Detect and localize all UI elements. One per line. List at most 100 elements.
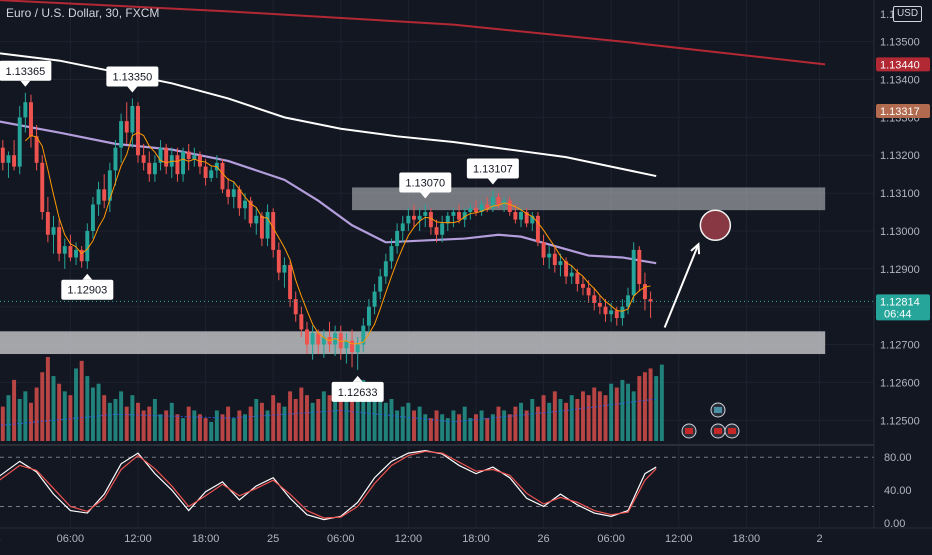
volume-bar	[536, 407, 540, 441]
time-tick-label: 12:00	[395, 533, 423, 545]
candle-body	[192, 155, 196, 159]
currency-badge[interactable]: USD	[893, 6, 922, 22]
volume-bar	[643, 372, 647, 441]
volume-bar	[660, 365, 664, 441]
candle-body	[547, 254, 551, 258]
candle-body	[451, 212, 455, 216]
price-tag: 1.13317	[876, 104, 930, 118]
candle-body	[40, 163, 44, 212]
volume-bar	[192, 410, 196, 441]
candle-body	[587, 288, 591, 296]
candle	[40, 155, 44, 219]
price-tick-label: 1.12700	[880, 340, 920, 352]
candle-body	[147, 163, 151, 174]
time-tick-label: 18:00	[462, 533, 490, 545]
candle-body	[175, 155, 179, 174]
volume-bar	[423, 414, 427, 441]
time-tick-label: 06:00	[597, 533, 625, 545]
price-tick-label: 1.13500	[880, 37, 920, 49]
volume-bar	[299, 388, 303, 441]
candle-body	[508, 201, 512, 212]
candle-body	[85, 231, 89, 261]
volume-bar	[609, 384, 613, 441]
candle-body	[311, 333, 315, 344]
candle-body	[153, 163, 157, 174]
candle-body	[97, 189, 101, 204]
candle-body	[113, 148, 117, 171]
callout-text: 1.13107	[473, 163, 513, 175]
volume-bar	[542, 395, 546, 441]
globe-icon	[711, 403, 725, 417]
time-tick-label: 12:00	[124, 533, 152, 545]
volume-bar	[305, 395, 309, 441]
volume-bar	[637, 376, 641, 441]
candle-body	[513, 212, 517, 220]
globe-icon-fill	[714, 407, 722, 413]
time-tick-label: 2	[816, 533, 822, 545]
candle-body	[232, 189, 236, 197]
volume-bar	[592, 388, 596, 441]
volume-bar	[204, 418, 208, 441]
time-tick-label: 25	[267, 533, 279, 545]
candle-body	[406, 216, 410, 224]
flag-icon	[682, 424, 696, 438]
candle-body	[102, 189, 106, 200]
price-tag: 1.13440	[876, 57, 930, 71]
candle-body	[632, 250, 636, 295]
support-zone	[0, 331, 825, 354]
volume-bar	[497, 407, 501, 441]
candle-body	[221, 163, 225, 190]
price-tick-label: 1.12900	[880, 264, 920, 276]
volume-bar	[46, 357, 50, 441]
candle-body	[468, 208, 472, 212]
candle-body	[237, 189, 241, 208]
candle	[221, 159, 225, 193]
volume-bar	[384, 403, 388, 441]
volume-bar	[395, 410, 399, 441]
volume-bar	[457, 414, 461, 441]
candle-body	[412, 216, 416, 220]
candle-body	[536, 216, 540, 243]
volume-bar	[187, 407, 191, 441]
callout-text: 1.13365	[5, 66, 45, 78]
candle-body	[542, 242, 546, 257]
volume-bar	[649, 368, 653, 441]
volume-bar	[570, 395, 574, 441]
candle-body	[435, 227, 439, 235]
volume-bar	[468, 418, 472, 441]
candle-body	[609, 310, 613, 314]
volume-bar	[108, 403, 112, 441]
candle-body	[243, 201, 247, 209]
candle-body	[378, 276, 382, 291]
volume-bar	[604, 395, 608, 441]
candle-body	[423, 212, 427, 216]
volume-bar	[97, 384, 101, 441]
flag-icon-fill	[728, 428, 736, 434]
volume-bar	[249, 407, 253, 441]
volume-bar	[615, 388, 619, 441]
volume-bar	[130, 395, 134, 441]
volume-bar	[198, 414, 202, 441]
time-tick-label: 26	[537, 533, 549, 545]
candle-body	[485, 204, 489, 208]
candle-body	[474, 208, 478, 212]
time-tick-label: 18:00	[192, 533, 220, 545]
volume-bar	[35, 388, 39, 441]
volume-bar	[6, 395, 10, 441]
candle-body	[1, 148, 5, 163]
candle-body	[91, 204, 95, 231]
candle-body	[620, 307, 624, 318]
volume-bar	[587, 395, 591, 441]
candle-body	[395, 231, 399, 246]
volume-bar	[260, 403, 264, 441]
candle-body	[63, 246, 67, 254]
candle-body	[266, 212, 270, 239]
volume-bar	[508, 414, 512, 441]
volume-bar	[564, 403, 568, 441]
volume-bar	[164, 410, 168, 441]
volume-bar	[209, 422, 213, 441]
volume-bar	[282, 407, 286, 441]
volume-bar	[57, 384, 61, 441]
